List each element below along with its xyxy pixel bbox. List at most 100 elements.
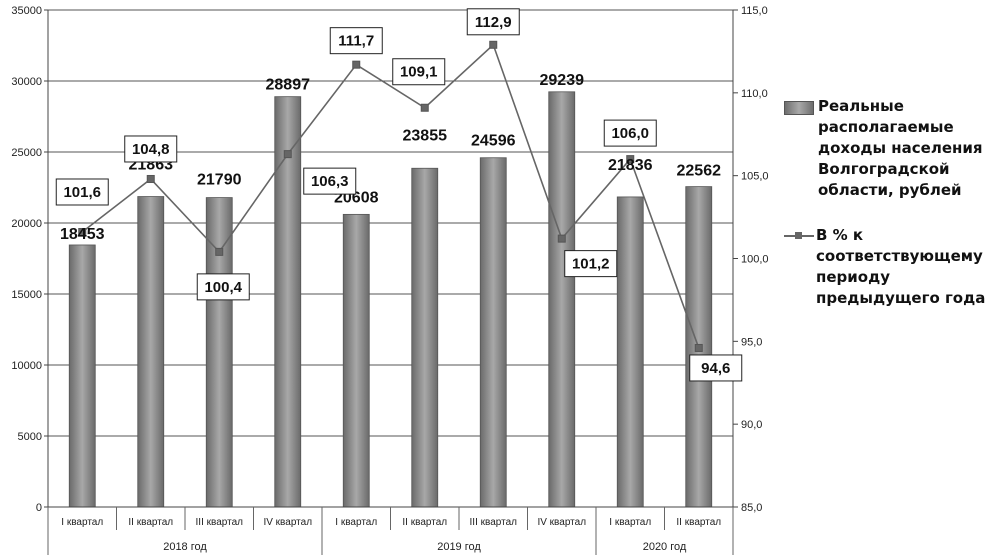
group-label: 2019 год <box>437 541 481 553</box>
line-value-box <box>329 27 383 55</box>
y-right-tick-label: 85,0 <box>741 502 762 514</box>
group-label: 2018 год <box>163 541 207 553</box>
legend-line-line: В % к <box>816 226 864 244</box>
bar <box>137 196 165 508</box>
line-value-label: 106,0 <box>603 119 657 147</box>
bar-value-label: 24596 <box>471 133 516 150</box>
line-value-label: 104,8 <box>124 135 178 163</box>
line-value-text: 94,6 <box>701 360 730 377</box>
category-label: I квартал <box>609 517 651 528</box>
line-value-box <box>564 250 618 278</box>
bar-value-label: 29239 <box>540 72 585 89</box>
line-marker <box>78 227 87 236</box>
line-marker <box>352 60 361 69</box>
legend-bar-text: Реальные располагаемые доходы населения … <box>818 96 983 201</box>
category-label: IV квартал <box>263 517 312 528</box>
y-left-tick-label: 10000 <box>11 360 42 372</box>
line-value-label: 111,7 <box>329 27 383 55</box>
line-value-box <box>466 8 520 36</box>
line-value-box <box>55 178 109 206</box>
line-value-box <box>196 273 250 301</box>
legend-line-line: соответствующему <box>816 247 983 265</box>
line-value-box <box>124 135 178 163</box>
y-right-tick-label: 100,0 <box>741 254 769 266</box>
line-marker <box>283 150 292 159</box>
legend-bar-line: доходы населения <box>818 139 983 157</box>
bar-value-label: 21836 <box>608 157 653 174</box>
legend-bar-line: Волгоградской <box>818 160 950 178</box>
y-right-tick-label: 110,0 <box>741 88 768 100</box>
line-value-text: 100,4 <box>204 279 242 296</box>
line-value-label: 101,2 <box>564 250 618 278</box>
bar <box>548 91 576 508</box>
line-marker <box>489 40 498 49</box>
bar <box>68 244 96 508</box>
bar-value-label: 28897 <box>266 77 311 94</box>
category-label: I квартал <box>335 517 377 528</box>
category-label: IV квартал <box>537 517 586 528</box>
category-label: II квартал <box>128 517 173 528</box>
line-value-label: 106,3 <box>303 167 357 195</box>
y-left-tick-label: 35000 <box>11 5 42 17</box>
line-marker <box>557 234 566 243</box>
category-label: III квартал <box>470 517 518 528</box>
legend-line-swatch <box>784 230 814 242</box>
legend-line-line: периоду <box>816 268 890 286</box>
line-value-label: 109,1 <box>392 58 446 86</box>
category-label: III квартал <box>196 517 244 528</box>
line-value-text: 101,6 <box>63 184 101 201</box>
line-series <box>78 40 703 352</box>
line-marker <box>420 103 429 112</box>
bar <box>342 213 370 508</box>
line-value-text: 111,7 <box>338 33 374 50</box>
line-value-box <box>303 167 357 195</box>
y-right-tick-label: 95,0 <box>741 336 762 348</box>
bar <box>274 96 302 508</box>
line-marker <box>626 155 635 164</box>
line-value-text: 104,8 <box>132 141 170 158</box>
line-marker <box>694 343 703 352</box>
bar-value-label: 23855 <box>403 127 448 144</box>
legend-entry-bars: Реальные располагаемые доходы населения … <box>784 96 1005 201</box>
legend: Реальные располагаемые доходы населения … <box>784 96 1005 333</box>
y-right-tick-label: 115,0 <box>741 5 768 17</box>
line-value-text: 106,3 <box>311 173 349 190</box>
line-marker <box>146 174 155 183</box>
category-label: I квартал <box>61 517 103 528</box>
line-value-label: 94,6 <box>689 354 743 382</box>
line-value-label: 101,6 <box>55 178 109 206</box>
legend-entry-line: В % к соответствующему периоду предыдуще… <box>784 225 1005 309</box>
y-left-tick-label: 25000 <box>11 147 42 159</box>
line-path <box>81 43 700 349</box>
y-left-tick-label: 20000 <box>11 218 42 230</box>
line-value-text: 106,0 <box>611 125 649 142</box>
category-label: II квартал <box>402 517 447 528</box>
legend-line-text: В % к соответствующему периоду предыдуще… <box>816 225 985 309</box>
bar <box>479 157 507 508</box>
legend-bar-line: располагаемые <box>818 118 954 136</box>
axes: 0 5000 10000 15000 20000 25000 30000 35000 85,0 9… <box>11 5 769 555</box>
category-label: II квартал <box>676 517 721 528</box>
y-left-tick-label: 5000 <box>18 431 42 443</box>
legend-bar-line: Реальные <box>818 97 904 115</box>
line-marker <box>215 247 224 256</box>
line-value-box <box>689 354 743 382</box>
legend-bar-swatch <box>784 101 814 115</box>
line-value-label: 112,9 <box>466 8 520 36</box>
line-value-text: 109,1 <box>400 64 438 81</box>
y-right-tick-label: 105,0 <box>741 171 769 183</box>
line-value-text: 101,2 <box>572 256 610 273</box>
bar <box>205 197 233 508</box>
bar-value-label: 22562 <box>677 163 722 180</box>
legend-line-line: предыдущего года <box>816 289 986 307</box>
bar-value-label: 18453 <box>60 226 105 243</box>
line-value-label: 100,4 <box>196 273 250 301</box>
group-label: 2020 год <box>643 541 687 553</box>
y-left-tick-label: 15000 <box>11 289 42 301</box>
y-left-tick-label: 0 <box>36 502 42 514</box>
bar-value-label: 21790 <box>197 172 242 189</box>
y-left-tick-label: 30000 <box>11 76 42 88</box>
bar-series <box>68 91 713 508</box>
